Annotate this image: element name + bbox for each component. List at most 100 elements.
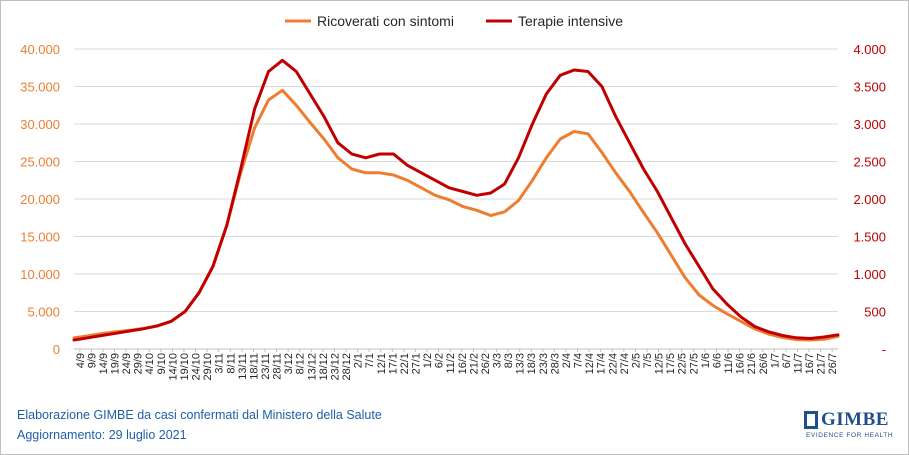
x-tick-label: 27/5 bbox=[688, 353, 700, 374]
gimbe-logo-tagline: EVIDENCE FOR HEALTH bbox=[806, 432, 894, 439]
gimbe-logo: GIMBE EVIDENCE FOR HEALTH bbox=[804, 409, 896, 443]
x-tick-label: 19/9 bbox=[110, 353, 122, 374]
x-tick-label: 28/12 bbox=[341, 353, 353, 381]
x-tick-label: 1/6 bbox=[700, 353, 712, 368]
y-left-tick-label: 15.000 bbox=[20, 230, 60, 245]
x-tick-label: 23/12 bbox=[329, 353, 341, 381]
x-tick-label: 26/7 bbox=[827, 353, 839, 374]
x-tick-label: 17/5 bbox=[665, 353, 677, 374]
x-tick-label: 22/5 bbox=[677, 353, 689, 374]
series-line-0 bbox=[72, 88, 840, 342]
x-tick-label: 7/4 bbox=[573, 353, 585, 368]
gridlines bbox=[74, 48, 838, 350]
y-left-tick-label: 25.000 bbox=[20, 155, 60, 170]
series-line-1 bbox=[72, 58, 840, 342]
y-left-tick-label: 0 bbox=[53, 342, 60, 357]
x-tick-label: 21/6 bbox=[746, 353, 758, 374]
x-tick-label: 11/2 bbox=[445, 353, 457, 374]
legend-label-1: Terapie intensive bbox=[518, 13, 623, 29]
x-tick-label: 24/10 bbox=[191, 353, 203, 381]
x-tick-label: 17/4 bbox=[596, 353, 608, 374]
x-tick-label: 19/10 bbox=[179, 353, 191, 381]
x-tick-label: 4/9 bbox=[75, 353, 87, 368]
y-left-tick-label: 40.000 bbox=[20, 42, 60, 57]
y-axis-right: - 500 1.000 1.500 2.000 2.500 3.000 3.500 4.000 bbox=[853, 42, 886, 357]
x-tick-label: 28/3 bbox=[549, 353, 561, 374]
x-tick-label: 3/12 bbox=[283, 353, 295, 374]
x-tick-label: 7/5 bbox=[642, 353, 654, 368]
x-tick-label: 21/2 bbox=[468, 353, 480, 374]
x-tick-label: 4/10 bbox=[144, 353, 156, 374]
x-tick-label: 29/10 bbox=[202, 353, 214, 381]
x-tick-label: 29/9 bbox=[133, 353, 145, 374]
y-right-tick-label: 2.500 bbox=[853, 155, 886, 170]
x-tick-label: 22/4 bbox=[607, 353, 619, 374]
y-left-tick-label: 20.000 bbox=[20, 192, 60, 207]
x-axis: 4/9 9/9 14/9 19/9 24/9 29/9 4/10 9/10 14/10 19/10… bbox=[74, 348, 839, 381]
x-tick-label: 2/4 bbox=[561, 353, 573, 368]
x-tick-label: 22/1 bbox=[399, 353, 411, 374]
x-tick-label: 21/7 bbox=[816, 353, 828, 374]
x-tick-label: 26/2 bbox=[480, 353, 492, 374]
x-tick-label: 24/9 bbox=[121, 353, 133, 374]
y-left-tick-label: 10.000 bbox=[20, 267, 60, 282]
x-tick-label: 16/7 bbox=[804, 353, 816, 374]
x-tick-label: 18/11 bbox=[248, 353, 260, 380]
x-tick-label: 17/1 bbox=[387, 353, 399, 374]
legend-label-0: Ricoverati con sintomi bbox=[317, 13, 454, 29]
x-tick-label: 14/9 bbox=[98, 353, 110, 374]
y-left-tick-label: 5.000 bbox=[27, 305, 60, 320]
footer-update: Aggiornamento: 29 luglio 2021 bbox=[17, 428, 187, 442]
legend: Ricoverati con sintomi Terapie intensive bbox=[285, 13, 623, 29]
x-tick-label: 7/1 bbox=[364, 353, 376, 368]
footer-source: Elaborazione GIMBE da casi confermati da… bbox=[17, 408, 382, 422]
x-tick-label: 12/5 bbox=[654, 353, 666, 374]
x-tick-label: 13/11 bbox=[237, 353, 249, 380]
x-tick-label: 9/10 bbox=[156, 353, 168, 374]
x-tick-label: 2/1 bbox=[353, 353, 365, 368]
y-right-tick-label: 2.000 bbox=[853, 192, 886, 207]
x-tick-label: 8/3 bbox=[503, 353, 515, 368]
x-tick-label: 6/7 bbox=[781, 353, 793, 368]
y-right-tick-label: 1.500 bbox=[853, 230, 886, 245]
y-right-tick-label: 3.500 bbox=[853, 80, 886, 95]
x-tick-label: 8/12 bbox=[295, 353, 307, 374]
x-tick-label: 16/6 bbox=[735, 353, 747, 374]
x-tick-label: 11/6 bbox=[723, 353, 735, 374]
x-tick-label: 3/11 bbox=[214, 353, 226, 374]
x-tick-label: 6/2 bbox=[434, 353, 446, 368]
x-tick-label: 26/6 bbox=[758, 353, 770, 374]
y-right-tick-label: 3.000 bbox=[853, 117, 886, 132]
y-axis-left: 0 5.000 10.000 15.000 20.000 25.000 30.000 35.0… bbox=[20, 42, 60, 357]
x-tick-label: 1/7 bbox=[769, 353, 781, 368]
x-tick-label: 18/3 bbox=[526, 353, 538, 374]
x-tick-label: 27/4 bbox=[619, 353, 631, 374]
x-tick-label: 6/6 bbox=[711, 353, 723, 368]
x-tick-label: 2/5 bbox=[630, 353, 642, 368]
series-lines bbox=[72, 58, 840, 342]
x-tick-label: 14/10 bbox=[167, 353, 179, 381]
x-tick-label: 1/2 bbox=[422, 353, 434, 368]
x-tick-label: 13/12 bbox=[306, 353, 318, 381]
x-tick-label: 3/3 bbox=[492, 353, 504, 368]
y-right-tick-label: - bbox=[882, 342, 886, 357]
x-tick-label: 16/2 bbox=[457, 353, 469, 374]
y-left-tick-label: 30.000 bbox=[20, 117, 60, 132]
y-right-tick-label: 1.000 bbox=[853, 267, 886, 282]
x-tick-label: 8/11 bbox=[225, 353, 237, 374]
x-tick-label: 11/7 bbox=[792, 353, 804, 374]
x-tick-label: 23/3 bbox=[538, 353, 550, 374]
x-tick-label: 12/1 bbox=[376, 353, 388, 374]
x-tick-label: 28/11 bbox=[272, 353, 284, 380]
gimbe-logo-text: GIMBE bbox=[821, 409, 889, 430]
y-right-tick-label: 4.000 bbox=[853, 42, 886, 57]
x-tick-label: 23/11 bbox=[260, 353, 272, 380]
y-right-tick-label: 500 bbox=[864, 305, 886, 320]
x-tick-label: 27/1 bbox=[410, 353, 422, 374]
x-tick-label: 12/4 bbox=[584, 353, 596, 374]
y-left-tick-label: 35.000 bbox=[20, 80, 60, 95]
x-tick-label: 9/9 bbox=[86, 353, 98, 368]
gimbe-logo-mark bbox=[804, 411, 818, 429]
